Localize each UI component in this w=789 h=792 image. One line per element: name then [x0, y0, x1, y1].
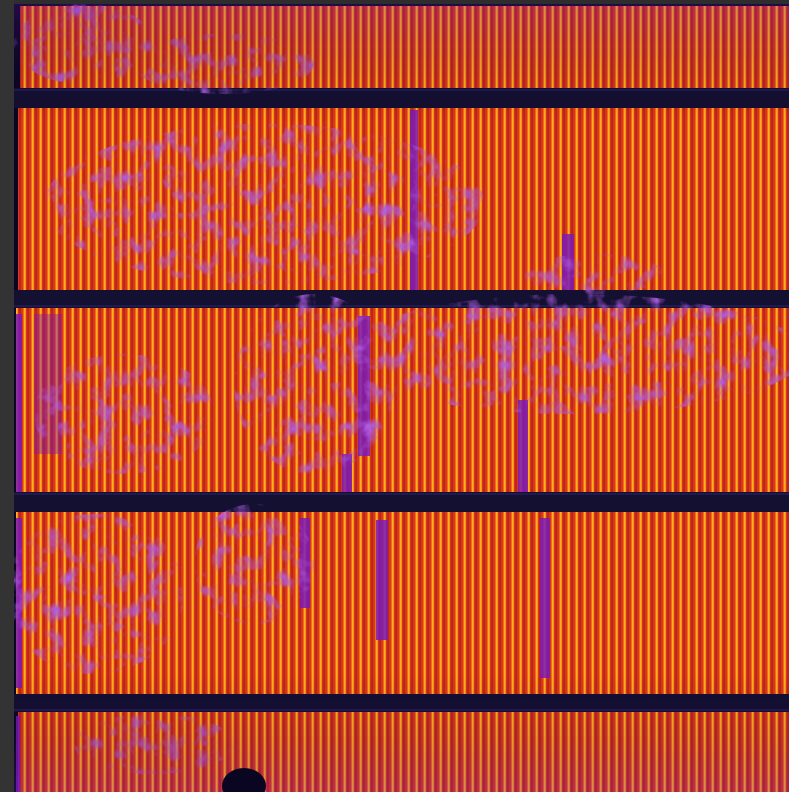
solar-cell-el-image [14, 4, 789, 792]
vignette [14, 4, 789, 792]
contact-spot [222, 768, 266, 792]
viewer-frame-edge [0, 0, 14, 792]
